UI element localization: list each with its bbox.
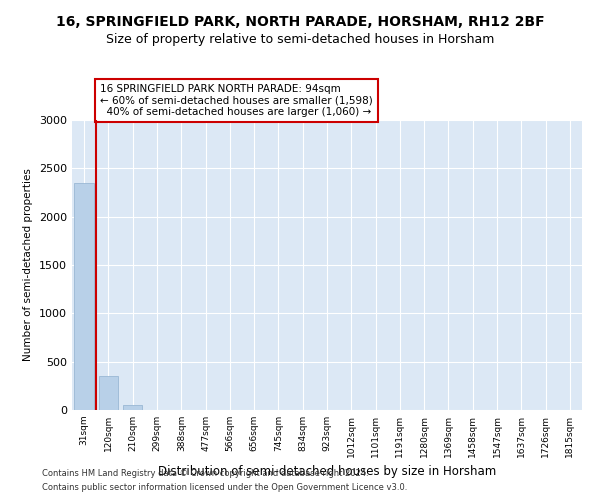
Bar (74, 183, 94, 410)
X-axis label: Distribution of semi-detached houses by size in Horsham: Distribution of semi-detached houses by … (158, 466, 496, 478)
Bar (123, 405, 142, 410)
Text: Size of property relative to semi-detached houses in Horsham: Size of property relative to semi-detach… (106, 32, 494, 46)
Text: 16, SPRINGFIELD PARK, NORTH PARADE, HORSHAM, RH12 2BF: 16, SPRINGFIELD PARK, NORTH PARADE, HORS… (56, 15, 544, 29)
Text: Contains public sector information licensed under the Open Government Licence v3: Contains public sector information licen… (42, 484, 407, 492)
Y-axis label: Number of semi-detached properties: Number of semi-detached properties (23, 168, 34, 362)
Text: 16 SPRINGFIELD PARK NORTH PARADE: 94sqm
← 60% of semi-detached houses are smalle: 16 SPRINGFIELD PARK NORTH PARADE: 94sqm … (100, 84, 373, 117)
Text: Contains HM Land Registry data © Crown copyright and database right 2024.: Contains HM Land Registry data © Crown c… (42, 468, 368, 477)
Bar (99, 376, 118, 410)
